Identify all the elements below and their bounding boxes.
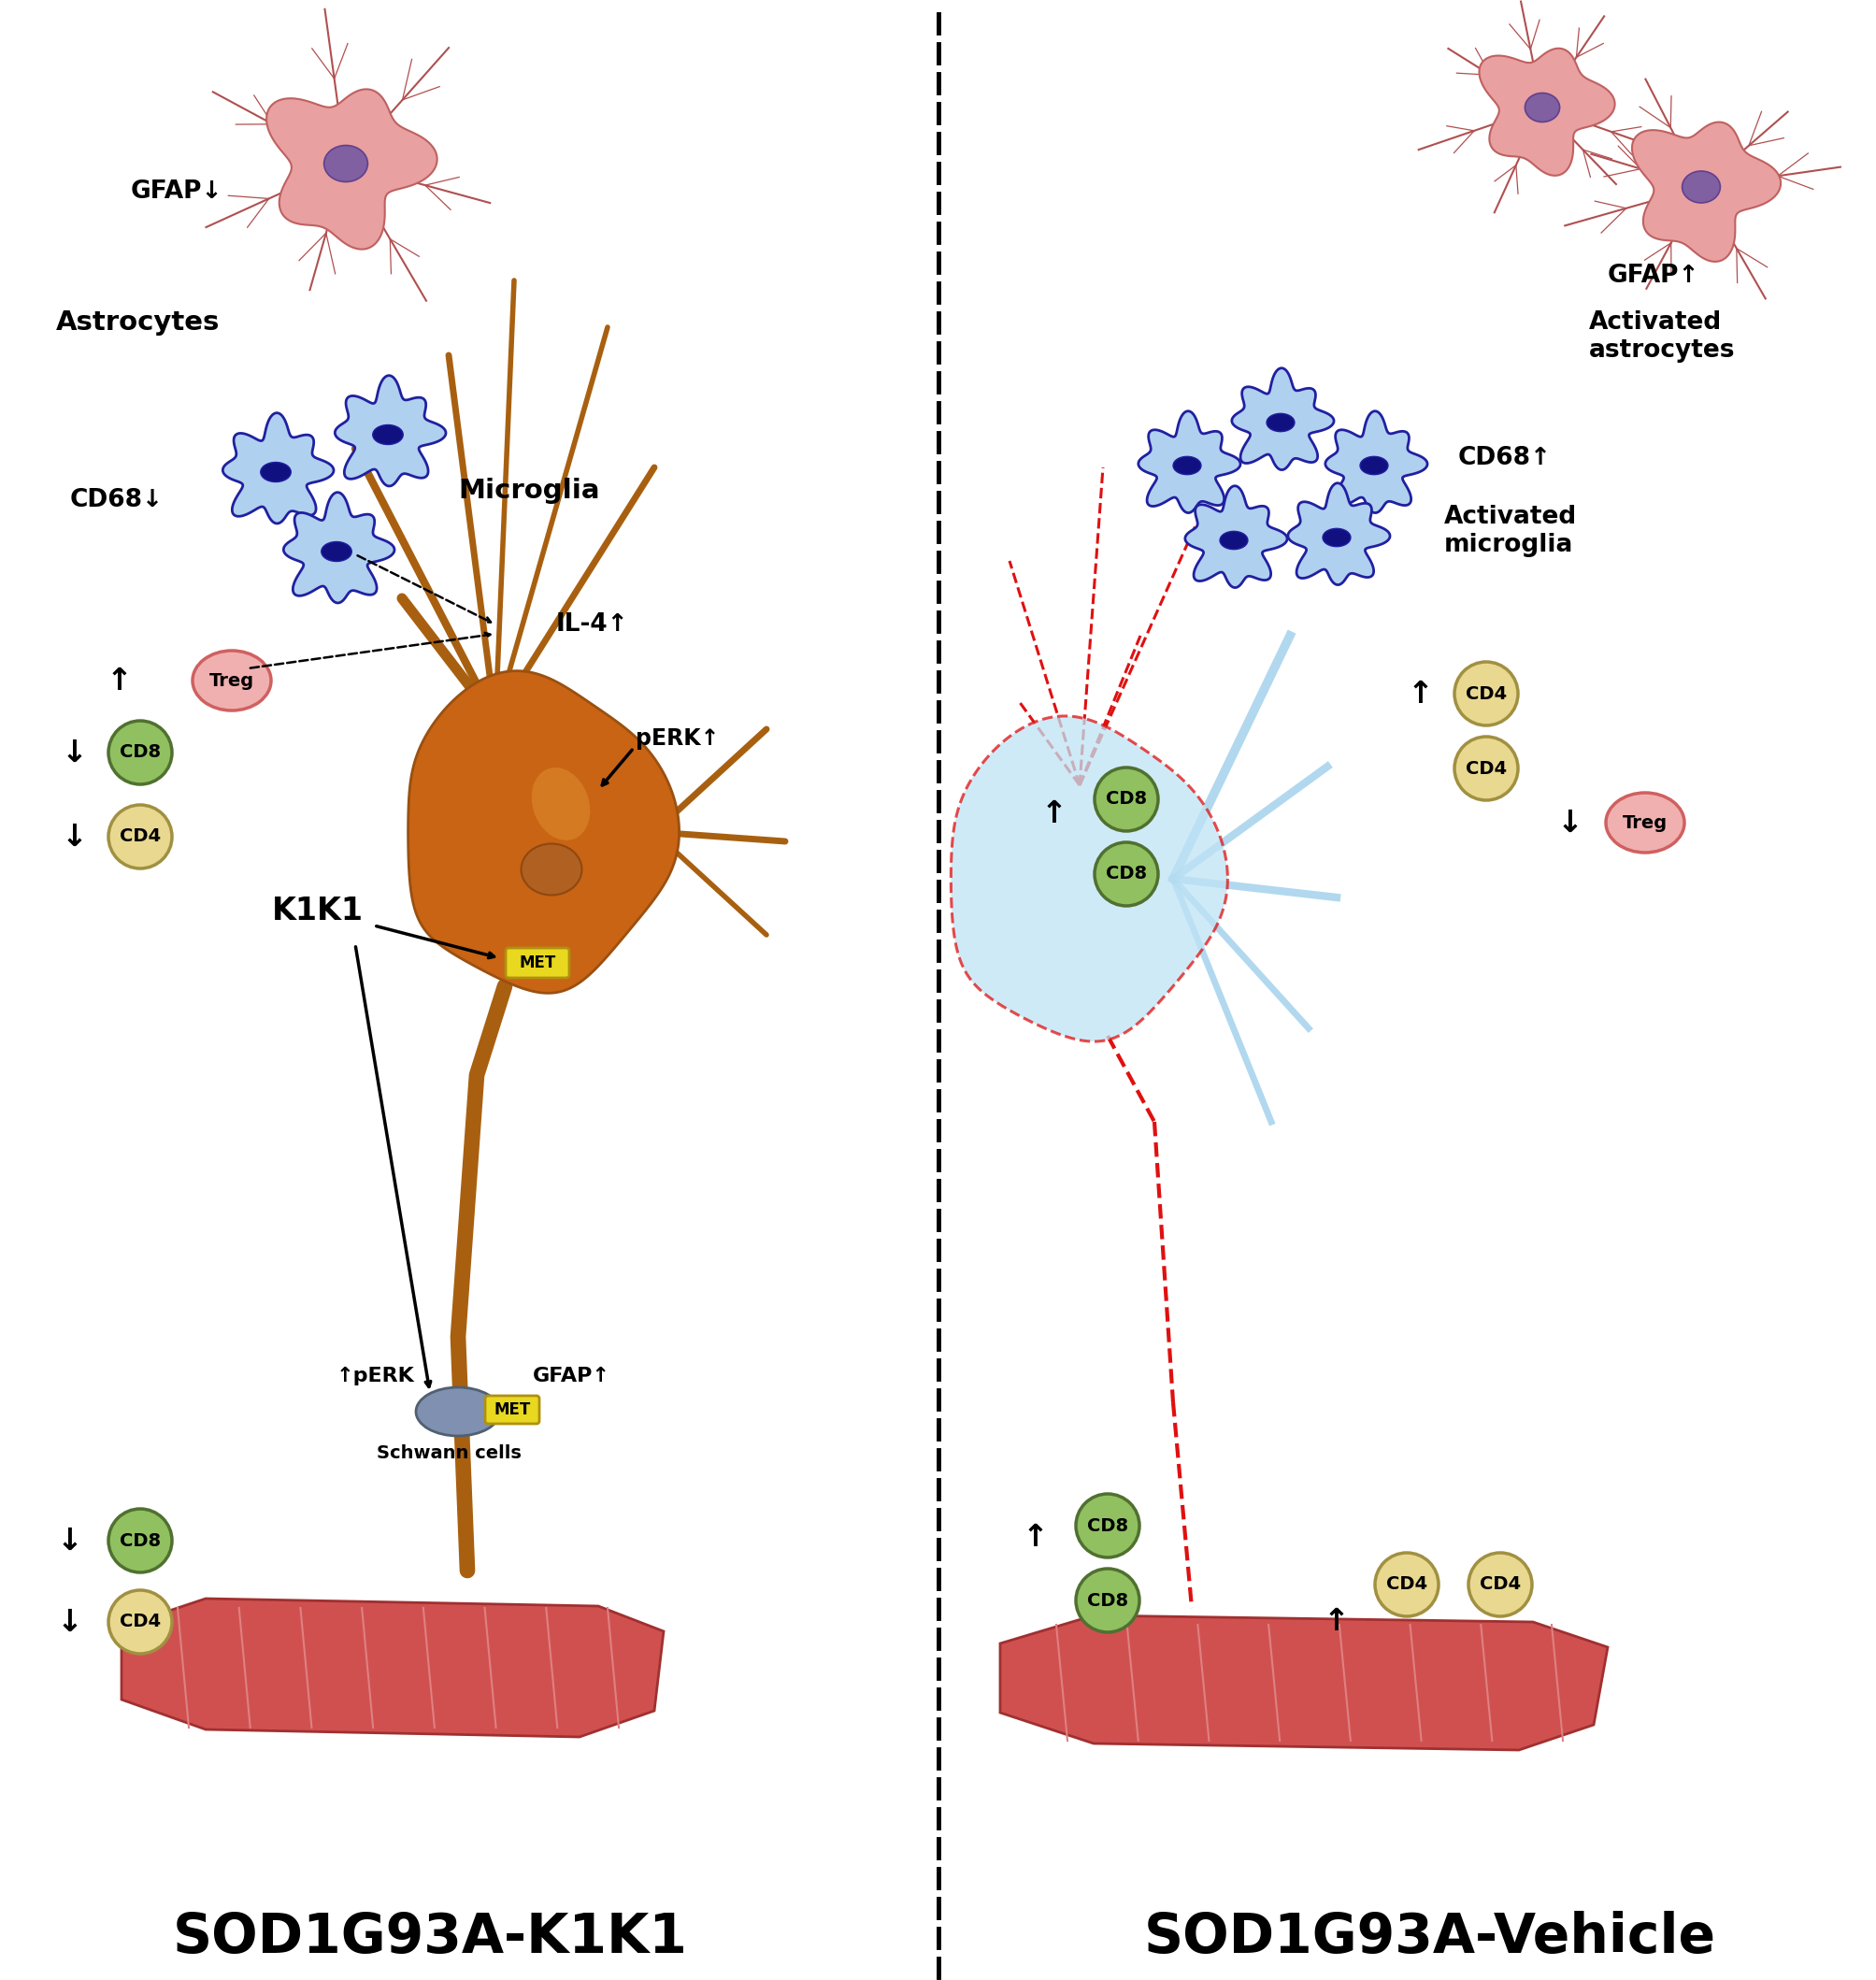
Circle shape	[109, 1509, 173, 1572]
Circle shape	[1375, 1552, 1437, 1616]
Text: CD8: CD8	[1105, 865, 1146, 883]
Ellipse shape	[522, 843, 582, 895]
Circle shape	[1094, 768, 1157, 832]
Text: CD4: CD4	[1386, 1576, 1426, 1594]
Polygon shape	[951, 717, 1227, 1041]
Text: CD4: CD4	[1465, 760, 1506, 778]
Circle shape	[1075, 1568, 1139, 1632]
Text: ↓: ↓	[1557, 808, 1583, 838]
Text: CD68↑: CD68↑	[1458, 446, 1551, 469]
Polygon shape	[1000, 1616, 1608, 1750]
Circle shape	[1454, 661, 1518, 725]
Ellipse shape	[1360, 457, 1388, 475]
Circle shape	[109, 721, 173, 784]
Ellipse shape	[325, 145, 368, 182]
Text: ↑: ↑	[1041, 798, 1067, 830]
Text: ↑pERK: ↑pERK	[336, 1366, 415, 1386]
Polygon shape	[223, 414, 334, 523]
Text: Treg: Treg	[1623, 814, 1666, 832]
Text: Activated
microglia: Activated microglia	[1443, 505, 1576, 556]
Text: ↓: ↓	[62, 822, 88, 851]
Text: GFAP↑: GFAP↑	[1608, 263, 1700, 287]
Text: MET: MET	[520, 954, 555, 972]
Text: CD8: CD8	[1105, 790, 1146, 808]
Polygon shape	[1184, 485, 1287, 588]
Text: CD8: CD8	[1086, 1517, 1127, 1534]
Ellipse shape	[1266, 414, 1294, 432]
Text: Schwann cells: Schwann cells	[375, 1443, 522, 1461]
Ellipse shape	[531, 768, 589, 840]
Text: GFAP↑: GFAP↑	[533, 1366, 610, 1386]
Polygon shape	[1478, 48, 1613, 176]
Text: Microglia: Microglia	[458, 477, 598, 503]
Text: ↓: ↓	[56, 1525, 83, 1556]
Text: SOD1G93A-K1K1: SOD1G93A-K1K1	[173, 1911, 687, 1964]
Text: Treg: Treg	[210, 671, 253, 689]
Text: CD8: CD8	[1086, 1592, 1127, 1610]
Circle shape	[109, 1590, 173, 1653]
Ellipse shape	[1606, 792, 1683, 853]
Ellipse shape	[261, 461, 291, 481]
Polygon shape	[1231, 368, 1334, 469]
Text: CD4: CD4	[1478, 1576, 1520, 1594]
Circle shape	[1075, 1493, 1139, 1558]
Text: CD4: CD4	[120, 828, 161, 845]
Ellipse shape	[1523, 93, 1559, 123]
Polygon shape	[1632, 123, 1780, 261]
Ellipse shape	[373, 426, 403, 446]
Text: ↑: ↑	[107, 665, 133, 697]
FancyBboxPatch shape	[484, 1396, 538, 1424]
Circle shape	[1454, 737, 1518, 800]
Text: CD4: CD4	[1465, 685, 1506, 703]
Polygon shape	[1324, 412, 1426, 513]
Text: ↓: ↓	[62, 737, 88, 768]
Polygon shape	[266, 89, 437, 249]
Polygon shape	[283, 493, 394, 604]
Circle shape	[109, 806, 173, 869]
Circle shape	[1467, 1552, 1531, 1616]
Text: MET: MET	[493, 1402, 531, 1418]
Text: CD8: CD8	[120, 1533, 161, 1550]
Text: CD68↓: CD68↓	[69, 487, 163, 513]
Text: GFAP↓: GFAP↓	[131, 180, 223, 204]
Text: ↑: ↑	[1323, 1606, 1349, 1637]
Ellipse shape	[1172, 457, 1201, 475]
Polygon shape	[122, 1598, 664, 1736]
Text: ↑: ↑	[1407, 679, 1433, 709]
Text: CD8: CD8	[120, 744, 161, 762]
Text: CD4: CD4	[120, 1614, 161, 1632]
Text: Astrocytes: Astrocytes	[56, 309, 219, 335]
Polygon shape	[407, 671, 679, 994]
Polygon shape	[1139, 412, 1240, 513]
Text: ↓: ↓	[56, 1606, 83, 1637]
Polygon shape	[1287, 483, 1390, 584]
Text: SOD1G93A-Vehicle: SOD1G93A-Vehicle	[1144, 1911, 1715, 1964]
Polygon shape	[334, 376, 446, 485]
Text: ↑: ↑	[1022, 1523, 1049, 1552]
FancyBboxPatch shape	[505, 948, 568, 978]
Ellipse shape	[416, 1388, 499, 1436]
Text: K1K1: K1K1	[272, 897, 364, 927]
Ellipse shape	[1323, 529, 1351, 546]
Text: IL-4↑: IL-4↑	[555, 612, 628, 638]
Circle shape	[1094, 841, 1157, 907]
Ellipse shape	[321, 543, 351, 562]
Ellipse shape	[1681, 170, 1720, 202]
Ellipse shape	[193, 651, 270, 711]
Ellipse shape	[1219, 531, 1248, 548]
Text: Activated
astrocytes: Activated astrocytes	[1589, 311, 1735, 362]
Text: pERK↑: pERK↑	[636, 727, 719, 750]
